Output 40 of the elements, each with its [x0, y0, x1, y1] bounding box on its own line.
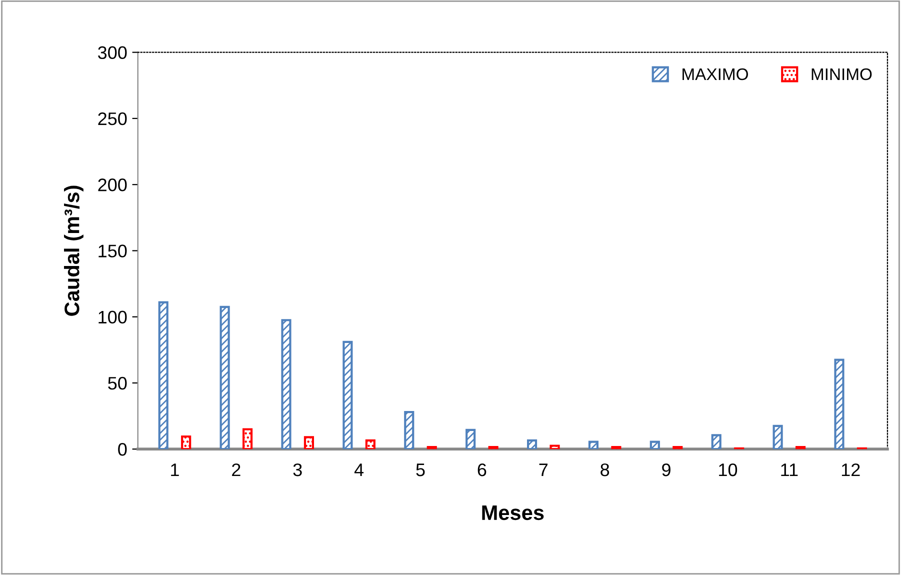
y-tick-label: 50: [108, 376, 127, 390]
y-tick-label: 300: [98, 46, 127, 60]
bar: [404, 411, 414, 450]
y-tick-label: 100: [98, 310, 127, 324]
x-tick-label: 2: [232, 463, 240, 476]
bar: [365, 439, 376, 450]
y-tick-label: 200: [98, 178, 127, 192]
x-tick-label: 8: [600, 463, 610, 476]
bar: [711, 434, 722, 450]
bar: [834, 358, 844, 450]
bar: [550, 444, 560, 450]
x-tick-label: 10: [719, 463, 738, 476]
x-tick-label: 6: [478, 463, 486, 476]
bar: [772, 424, 783, 450]
bar: [304, 436, 314, 450]
x-tick-label: 12: [842, 463, 860, 476]
x-axis-title: Meses: [482, 506, 544, 520]
legend-label: MINIMO: [812, 68, 872, 80]
y-tick-label: 0: [118, 443, 127, 456]
x-tick-label: 5: [416, 464, 425, 476]
bar: [158, 301, 168, 450]
bar: [281, 319, 292, 450]
y-tick-label: 150: [98, 244, 127, 258]
bar: [181, 435, 192, 450]
bar: [242, 428, 253, 450]
bar: [650, 440, 660, 450]
bar: [526, 439, 538, 450]
x-tick-label: 3: [293, 463, 302, 476]
legend-label: MAXIMO: [682, 68, 748, 80]
x-tick-label: 4: [354, 464, 364, 476]
x-tick-label: 1: [171, 464, 179, 476]
y-tick-label: 250: [98, 112, 127, 126]
bar: [466, 428, 476, 450]
y-axis-title: Caudal (m³/s): [64, 186, 84, 316]
x-tick-label: 9: [662, 463, 670, 476]
x-tick-label: 11: [781, 464, 798, 476]
bar: [220, 306, 230, 450]
x-tick-label: 7: [539, 464, 548, 476]
bar: [342, 340, 353, 450]
bar: [588, 440, 599, 450]
